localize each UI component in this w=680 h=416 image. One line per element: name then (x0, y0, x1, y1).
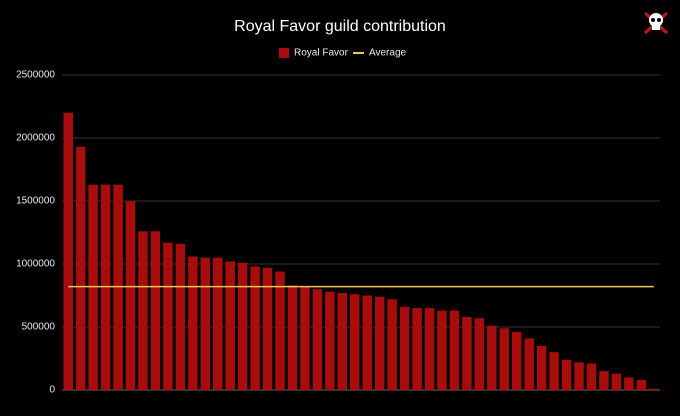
y-tick-label: 2000000 (16, 133, 55, 144)
bar (536, 345, 547, 390)
bar (325, 291, 335, 390)
bar (150, 231, 161, 390)
y-tick-label: 1000000 (16, 259, 55, 270)
bar (138, 231, 148, 390)
bar (437, 310, 447, 390)
bar (487, 325, 497, 390)
legend-label: Average (369, 48, 407, 59)
bar (561, 359, 572, 390)
bar (237, 262, 248, 390)
bar (511, 332, 522, 390)
bar (424, 308, 435, 390)
bar (399, 306, 410, 390)
bar (499, 328, 510, 390)
bar (188, 256, 198, 390)
bar (312, 289, 323, 390)
legend-label: Royal Favor (294, 48, 349, 59)
bar (474, 318, 485, 390)
y-tick-label: 1500000 (16, 196, 55, 207)
bar (462, 316, 472, 390)
y-tick-label: 0 (49, 385, 55, 396)
y-tick-label: 500000 (22, 322, 56, 333)
bar (586, 363, 597, 390)
bar (200, 257, 211, 390)
bar (524, 338, 534, 390)
bar (449, 310, 460, 390)
bar (287, 285, 298, 390)
bar (649, 388, 659, 390)
bar (350, 294, 360, 390)
logo (643, 11, 669, 35)
y-tick-label: 2500000 (16, 70, 55, 81)
legend-swatch (279, 48, 289, 58)
bar (262, 267, 273, 390)
bar (636, 379, 647, 390)
bar (337, 292, 348, 390)
bar (599, 371, 609, 390)
bar (611, 373, 622, 390)
bar (175, 243, 186, 390)
bar (250, 266, 260, 390)
bar (275, 271, 285, 390)
bar (624, 377, 634, 390)
bar (75, 146, 86, 390)
bar (63, 112, 73, 391)
bar (574, 362, 584, 390)
bar (412, 308, 422, 390)
bar (163, 242, 173, 390)
bar (387, 299, 397, 390)
bar (362, 295, 372, 390)
chart-title: Royal Favor guild contribution (234, 18, 446, 35)
bar (125, 201, 136, 390)
bar (212, 257, 223, 390)
bar (374, 296, 385, 390)
bar (300, 286, 310, 390)
bar (549, 352, 559, 390)
bar (225, 261, 235, 390)
